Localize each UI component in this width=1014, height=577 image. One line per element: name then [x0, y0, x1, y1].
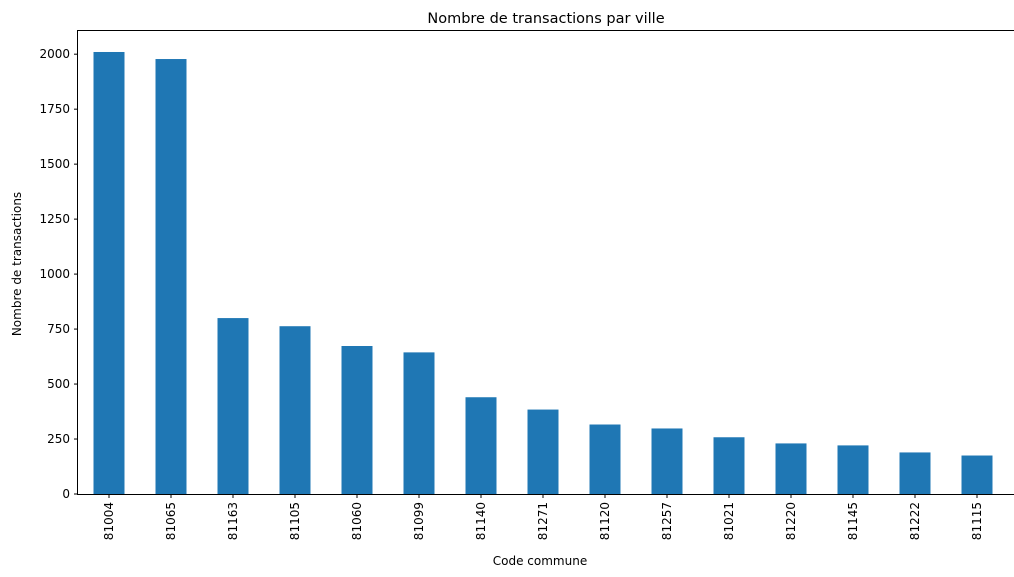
bar-81004 [93, 51, 125, 495]
x-tick-label: 81099 [412, 502, 426, 540]
x-tick-label: 81220 [784, 502, 798, 540]
bar-81222 [899, 452, 931, 494]
bar-81120 [589, 424, 621, 494]
x-tick-label: 81120 [598, 502, 612, 540]
bar-81099 [403, 352, 435, 494]
bar-81145 [837, 445, 869, 494]
x-tick-label: 81115 [970, 502, 984, 540]
y-tick-label: 1250 [39, 212, 70, 226]
x-tick-label: 81060 [350, 502, 364, 540]
bar-81140 [465, 397, 497, 494]
y-tick-label: 1750 [39, 102, 70, 116]
x-tick-label: 81140 [474, 502, 488, 540]
y-tick-label: 1000 [39, 267, 70, 281]
bar-81065 [155, 59, 187, 494]
x-tick-label: 81145 [846, 502, 860, 540]
x-tick-label: 81105 [288, 502, 302, 540]
bar-81163 [217, 318, 249, 494]
y-tick-label: 1500 [39, 157, 70, 171]
x-tick-label: 81004 [102, 502, 116, 540]
x-tick-label: 81021 [722, 502, 736, 540]
bar-81220 [775, 443, 807, 494]
bars-group [93, 51, 993, 495]
x-tick-label: 81163 [226, 502, 240, 540]
bar-81021 [713, 437, 745, 494]
bar-81271 [527, 409, 559, 494]
y-axis-ticks: 0 250 500 750 1000 1250 1500 1750 2000 [39, 47, 78, 501]
plot-frame [77, 30, 1014, 495]
bar-81105 [279, 326, 311, 494]
x-axis-label: Code commune [493, 554, 587, 568]
x-axis-ticks: 81004 81065 81163 81105 81060 81099 81140 81271… [102, 494, 984, 540]
bar-81060 [341, 346, 373, 494]
x-tick-label: 81271 [536, 502, 550, 540]
x-tick-label: 81222 [908, 502, 922, 540]
y-axis-label: Nombre de transactions [10, 192, 24, 336]
y-tick-label: 750 [47, 322, 70, 336]
bar-81115 [961, 455, 993, 494]
chart-title: Nombre de transactions par ville [427, 11, 664, 27]
y-tick-label: 500 [47, 377, 70, 391]
y-tick-label: 2000 [39, 47, 70, 61]
bar-81257 [651, 428, 683, 494]
y-tick-label: 0 [62, 487, 70, 501]
x-tick-label: 81257 [660, 502, 674, 540]
x-tick-label: 81065 [164, 502, 178, 540]
y-tick-label: 250 [47, 432, 70, 446]
